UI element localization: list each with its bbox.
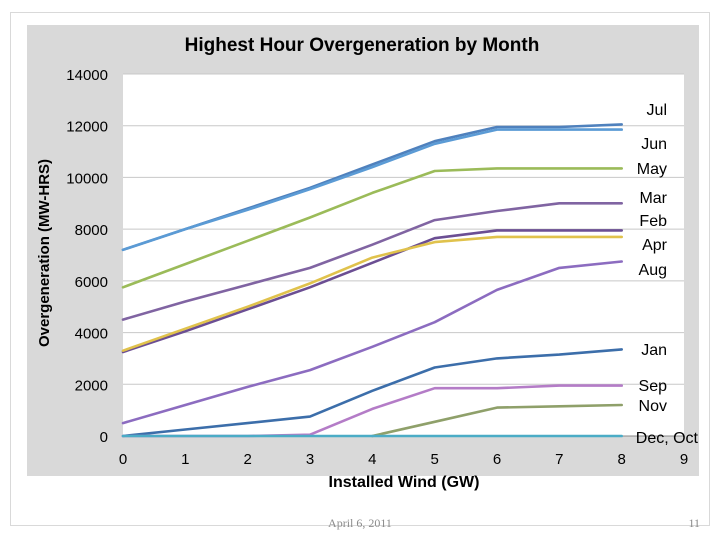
x-tick-label: 6 [493,451,501,468]
series-label-sep: Sep [639,378,668,395]
series-line-jan [121,348,623,438]
y-tick-label: 0 [100,429,108,446]
series-labels: Jul Jun May Mar Feb Apr Aug Jan Sep Nov Dec, Oct [636,102,699,447]
page-number: 11 [688,516,700,530]
series-label-feb: Feb [639,213,667,230]
series-label-apr: Apr [642,237,668,254]
grid-lines [123,73,684,436]
x-tick-label: 5 [430,451,438,468]
footer-date: April 6, 2011 [328,516,392,530]
x-tick-label: 0 [119,451,127,468]
y-tick-label: 2000 [75,377,108,394]
y-tick-label: 12000 [66,119,108,136]
series-line-apr [121,235,623,352]
x-tick-label: 1 [181,451,189,468]
x-tick-label: 4 [368,451,376,468]
x-tick-label: 7 [555,451,563,468]
series-line-jun [121,128,623,252]
y-tick-label: 4000 [75,326,108,343]
series-line-aug [121,260,623,425]
series-line-mar [121,202,623,321]
series-label-mar: Mar [639,190,667,207]
x-tick-label: 2 [243,451,251,468]
series-label-jul: Jul [647,102,667,119]
y-tick-label: 10000 [66,170,108,187]
series-label-jan: Jan [641,342,667,359]
series-label-nov: Nov [639,398,667,415]
y-tick-label: 8000 [75,222,108,239]
y-axis-label: Overgeneration (MW-HRS) [36,159,53,347]
y-tick-label: 6000 [75,274,108,291]
x-tick-label: 9 [680,451,688,468]
x-tick-label: 3 [306,451,314,468]
series-line-nov [371,403,623,438]
series-label-jun: Jun [641,136,667,153]
series-label-dec-oct: Dec, Oct [636,430,699,447]
series-label-aug: Aug [639,262,667,279]
series-label-may: May [637,161,667,178]
series-line-may [121,167,623,289]
x-tick-label: 8 [617,451,625,468]
series-lines [121,123,623,438]
chart-title: Highest Hour Overgeneration by Month [185,35,540,56]
plot-area [123,74,684,436]
series-line-feb [121,229,623,354]
x-axis-label: Installed Wind (GW) [329,474,480,491]
y-tick-label: 14000 [66,67,108,84]
